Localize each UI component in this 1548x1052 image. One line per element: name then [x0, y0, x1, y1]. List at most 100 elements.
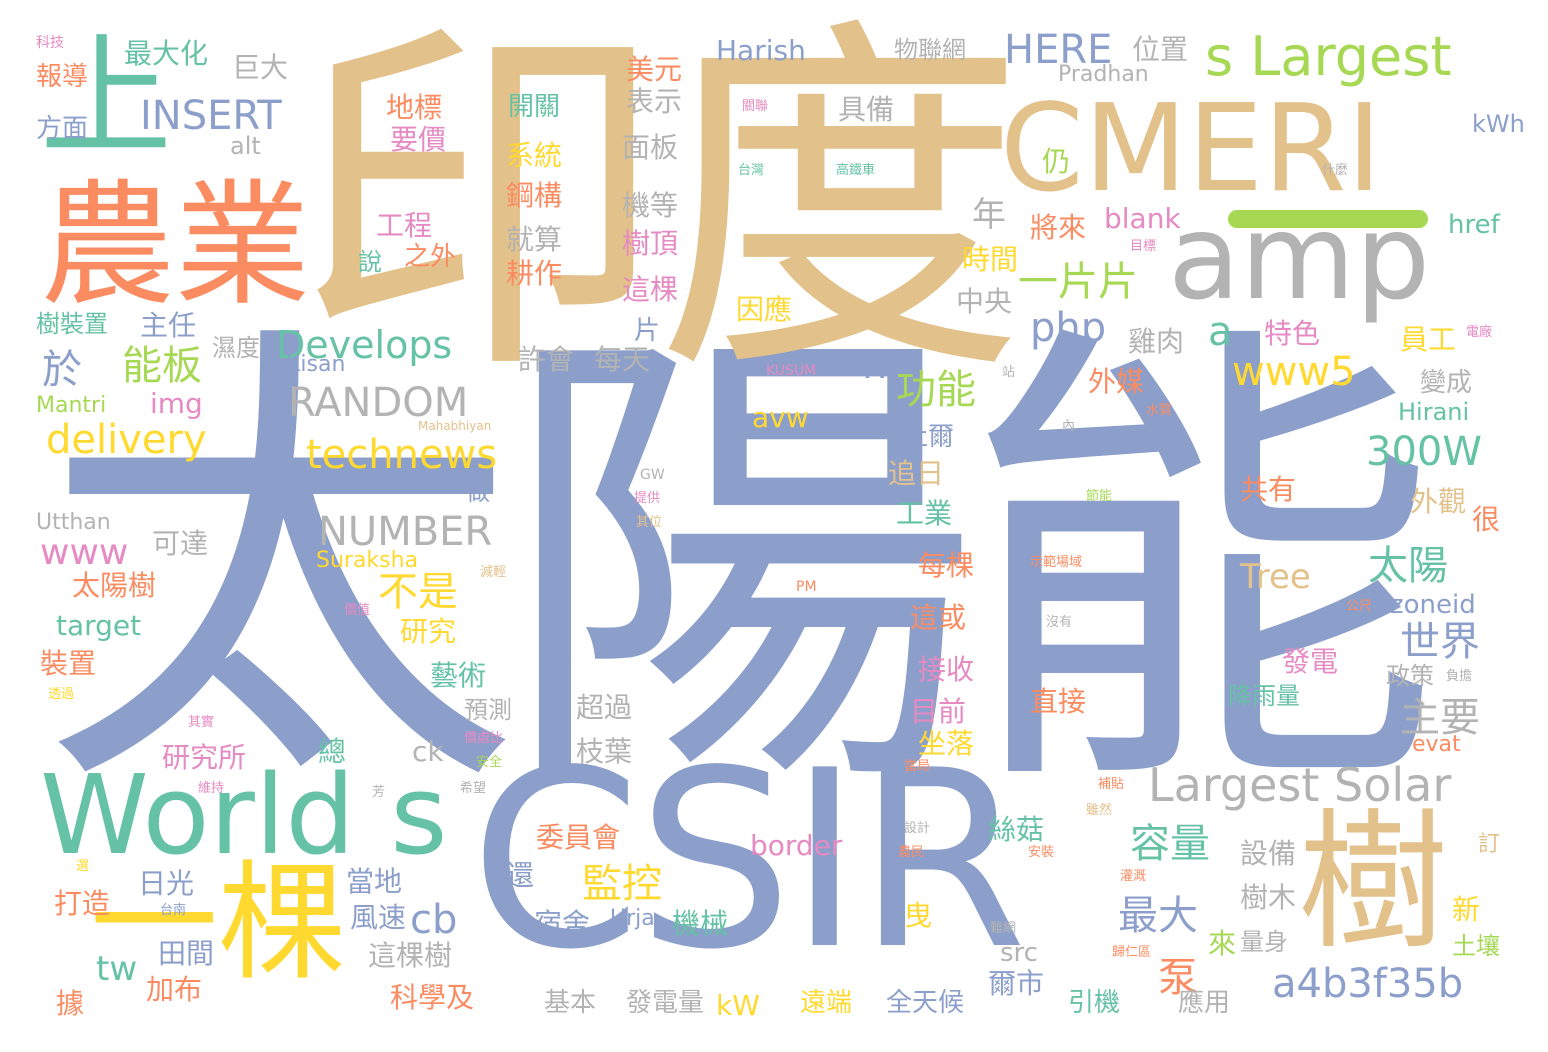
- word-yindu: 印度: [295, 0, 1025, 420]
- word-meiyou: 沒有: [1046, 615, 1073, 630]
- word-yipianpian: 一片片: [1018, 259, 1138, 305]
- word-bingrenqu: 歸仁區: [1112, 945, 1152, 960]
- word-jixie: 機械: [672, 907, 729, 940]
- word-beng: 泵: [1158, 955, 1198, 1001]
- word-zhiye: 枝葉: [576, 735, 633, 768]
- word-anzhuang: 安裝: [1028, 845, 1055, 860]
- word-yuangong: 員工: [1400, 323, 1457, 356]
- word-jiachubi: 價處比: [464, 731, 504, 746]
- word-csir: CSIR: [470, 718, 1027, 1003]
- word-evat: evat: [1412, 732, 1461, 757]
- word-meitian: 每天: [594, 343, 651, 376]
- word-gaotiechie: 高鐵車: [836, 163, 876, 178]
- word-anquan: 安全: [476, 755, 503, 770]
- word-www5: www5: [1232, 349, 1356, 395]
- word-harish: Harish: [716, 34, 806, 67]
- word-fangmian: 方面: [36, 114, 89, 144]
- word-zheshushu: 這棵樹: [368, 939, 453, 972]
- word-qiwei: 其位: [636, 515, 663, 530]
- word-insert: INSERT: [140, 93, 282, 139]
- word-yanjiusuo: 研究所: [162, 741, 247, 774]
- word-qishi: 其實: [188, 715, 215, 730]
- word-avw: avw: [752, 401, 809, 434]
- word-keda: 可達: [152, 527, 209, 560]
- word-yingyong: 應用: [1178, 988, 1231, 1018]
- word-weichi: 維持: [198, 781, 225, 796]
- word-zheke: 這棵: [622, 273, 679, 306]
- word-fang: 芳: [372, 785, 386, 800]
- word-xuhui: 許會: [518, 343, 575, 376]
- word-zhijie: 直接: [1030, 685, 1087, 718]
- word-img: img: [150, 387, 203, 420]
- word-shijian: 時間: [962, 243, 1019, 276]
- word-jiankong: 監控: [582, 861, 662, 907]
- word-rongliang: 容量: [1130, 821, 1210, 867]
- word-fudan: 負擔: [1446, 669, 1473, 684]
- word-baodao: 報導: [36, 62, 89, 92]
- word-300w: 300W: [1366, 429, 1482, 475]
- word-shang: 上: [40, 21, 172, 175]
- word-shebei: 設備: [1240, 837, 1297, 870]
- word-a4b3f35b: a4b3f35b: [1272, 961, 1464, 1007]
- word-tianjian: 田間: [158, 937, 215, 970]
- word-yuanduan: 遠端: [800, 988, 853, 1018]
- word-jianqing: 減輕: [480, 565, 507, 580]
- word-sheji: 設計: [904, 821, 931, 836]
- word-zhehuo: 這或: [910, 601, 967, 634]
- word-yinqing: 引機: [1068, 988, 1121, 1018]
- word-jiazhi: 價值: [344, 603, 371, 618]
- word-suiran: 雖然: [1086, 803, 1113, 818]
- word-s-largest: s Largest: [1205, 25, 1452, 88]
- word-kaiguan: 開關: [508, 92, 561, 122]
- word-technews: technews: [306, 432, 498, 478]
- word-juhbei: 具備: [838, 93, 895, 126]
- green-bar: [1228, 210, 1428, 228]
- word-xin: 新: [1452, 893, 1481, 926]
- word-gongchi: 公尺: [1346, 599, 1373, 614]
- word-pradhan: Pradhan: [1058, 62, 1149, 87]
- word-yuce: 預測: [464, 696, 512, 724]
- word-shuding: 樹頂: [622, 227, 679, 260]
- word-src: src: [1000, 938, 1038, 968]
- word-suraksha: Suraksha: [316, 548, 419, 573]
- word-tainan: 台南: [160, 903, 187, 918]
- word-bianchang: 變成: [1420, 368, 1473, 398]
- word-pm: PM: [796, 579, 817, 595]
- word-jideng: 機等: [622, 189, 679, 222]
- word-tw: tw: [96, 949, 138, 989]
- word-jianglai: 將來: [1030, 211, 1087, 244]
- word-shenme: 什麼: [1322, 163, 1349, 178]
- word-zuida: 最大: [1118, 893, 1198, 939]
- word-jieneng: 節能: [1086, 489, 1113, 504]
- word-keji: 科技: [36, 35, 64, 51]
- word-shifanchangyu: 示範場域: [1030, 555, 1083, 570]
- word-guangai: 灌溉: [1120, 869, 1147, 884]
- word-alt: alt: [230, 132, 261, 160]
- word-gongneng: 功能: [896, 367, 976, 413]
- word-hen: 很: [1472, 503, 1501, 536]
- word-yaojia: 要價: [390, 123, 447, 156]
- word-jiangyuliang: 降雨量: [1228, 682, 1300, 710]
- word-develops: Develops: [276, 323, 453, 367]
- word-zhuyao: 主要: [1400, 695, 1480, 741]
- word-mianban: 面板: [622, 131, 679, 164]
- word-yu: 於: [42, 347, 82, 393]
- word-chaoguo: 超過: [576, 691, 633, 724]
- word-riguang: 日光: [138, 867, 195, 900]
- word-zhuiri: 追日: [888, 457, 945, 490]
- word-urja: Urja: [610, 906, 655, 931]
- word-cb: cb: [410, 897, 458, 943]
- word-jiben: 基本: [544, 988, 597, 1018]
- word-jirou: 雞肉: [1128, 325, 1185, 358]
- word-tese: 特色: [1264, 317, 1321, 350]
- word-ershi: 爾市: [988, 967, 1045, 1000]
- word-kusum: KUSUM: [766, 363, 817, 379]
- word-mubiao: 目標: [1130, 239, 1157, 254]
- word-fengsu: 風速: [350, 901, 407, 934]
- word-xiwang: 希望: [460, 781, 487, 796]
- word-zhuangzhi: 裝置: [40, 647, 97, 680]
- word-yinying: 因應: [736, 293, 793, 326]
- word-here: HERE: [1004, 27, 1113, 73]
- word-dianchang: 電廠: [1466, 325, 1493, 340]
